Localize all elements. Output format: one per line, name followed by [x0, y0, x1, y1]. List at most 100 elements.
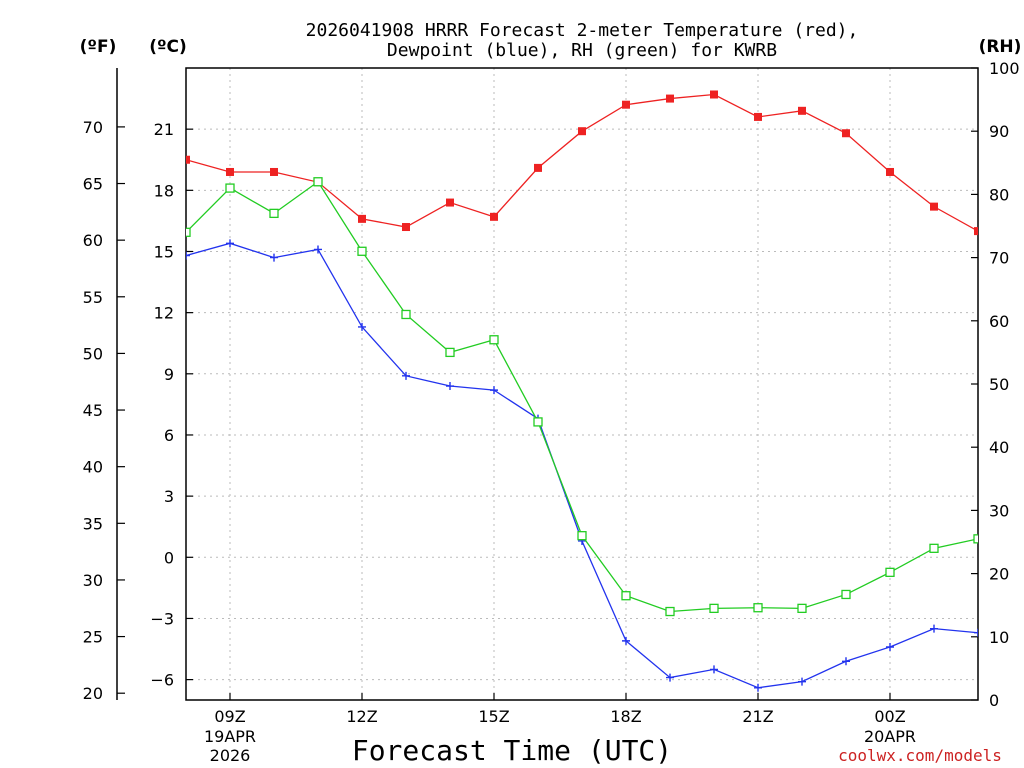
dewpoint-marker — [886, 642, 894, 651]
x-tick-label: 21Z — [742, 707, 773, 726]
fahrenheit-tick-label: 35 — [83, 514, 103, 533]
celsius-tick-label: 12 — [154, 304, 174, 323]
dewpoint-marker — [358, 322, 366, 331]
celsius-tick-label: 15 — [154, 242, 174, 261]
x-tick-label: 09Z — [214, 707, 245, 726]
celsius-tick-label: 0 — [164, 548, 174, 567]
rh-tick-label: 80 — [989, 185, 1009, 204]
x-tick-date: 19APR — [204, 727, 256, 746]
rh-unit-label: (RH) — [979, 37, 1022, 57]
temperature-marker — [358, 214, 366, 223]
x-tick-label: 18Z — [610, 707, 641, 726]
celsius-tick-label: 9 — [164, 365, 174, 384]
temperature-marker — [446, 198, 454, 207]
x-tick-date: 20APR — [864, 727, 916, 746]
celsius-tick-label: 18 — [154, 181, 174, 200]
celsius-tick-label: 21 — [154, 120, 174, 139]
series-clip-group — [186, 90, 978, 692]
chart-title-line2: Dewpoint (blue), RH (green) for KWRB — [387, 40, 777, 61]
dewpoint-marker — [754, 683, 762, 692]
temperature-marker — [270, 167, 278, 176]
x-tick-label: 00Z — [874, 707, 905, 726]
temperature-marker — [226, 167, 234, 176]
temperature-marker — [622, 100, 630, 109]
rh-marker — [357, 246, 367, 256]
x-tick-label: 15Z — [478, 707, 509, 726]
rh-marker — [186, 227, 191, 237]
dewpoint-marker — [402, 371, 410, 380]
rh-marker — [489, 335, 499, 345]
x-tick-year: 2026 — [210, 746, 251, 765]
rh-marker — [709, 603, 719, 614]
rh-marker — [665, 606, 675, 617]
dewpoint-marker — [270, 253, 278, 262]
dewpoint-marker — [710, 665, 718, 674]
temperature-marker — [710, 90, 718, 99]
data-series — [186, 90, 978, 692]
rh-marker — [841, 589, 851, 600]
rh-marker — [401, 309, 411, 320]
dewpoint-marker — [798, 677, 806, 686]
rh-marker — [577, 531, 587, 541]
chart-title-line1: 2026041908 HRRR Forecast 2-meter Tempera… — [306, 20, 859, 41]
dewpoint-marker — [842, 657, 850, 666]
fahrenheit-tick-label: 25 — [83, 628, 103, 647]
rh-marker — [929, 543, 939, 553]
dewpoint-marker — [314, 245, 322, 254]
fahrenheit-unit-label: (ºF) — [80, 37, 117, 57]
dewpoint-marker — [226, 239, 234, 248]
rh-marker — [885, 567, 895, 577]
x-tick-label: 12Z — [346, 707, 377, 726]
rh-marker — [269, 208, 279, 219]
x-axis-title: Forecast Time (UTC) — [352, 734, 672, 767]
temperature-marker — [842, 129, 850, 138]
rh-tick-label: 60 — [989, 312, 1009, 331]
celsius-tick-label: −6 — [150, 671, 174, 690]
fahrenheit-tick-label: 55 — [83, 288, 103, 307]
dewpoint-marker — [930, 624, 938, 633]
fahrenheit-tick-label: 50 — [83, 344, 103, 363]
celsius-tick-label: 3 — [164, 487, 174, 506]
dewpoint-marker — [446, 382, 454, 391]
temperature-marker — [534, 163, 542, 172]
temperature-marker — [402, 223, 410, 232]
celsius-unit-label: (ºC) — [149, 37, 187, 57]
dewpoint-marker — [186, 251, 190, 260]
rh-tick-label: 70 — [989, 249, 1009, 268]
grid-lines — [186, 68, 978, 700]
rh-tick-label: 100 — [989, 59, 1020, 78]
rh-marker — [225, 183, 235, 193]
fahrenheit-tick-label: 40 — [83, 458, 103, 477]
rh-marker — [753, 603, 763, 613]
fahrenheit-tick-label: 30 — [83, 571, 103, 590]
rh-line — [186, 180, 978, 613]
rh-tick-label: 10 — [989, 628, 1009, 647]
temperature-marker — [974, 227, 978, 236]
temperature-marker — [930, 202, 938, 211]
temperature-marker — [754, 112, 762, 121]
rh-tick-label: 20 — [989, 565, 1009, 584]
rh-marker — [621, 591, 631, 601]
rh-marker — [445, 347, 455, 358]
temperature-marker — [578, 127, 586, 136]
temperature-marker — [798, 106, 806, 115]
fahrenheit-tick-label: 60 — [83, 231, 103, 250]
fahrenheit-tick-label: 45 — [83, 401, 103, 420]
rh-tick-label: 90 — [989, 122, 1009, 141]
rh-marker — [313, 177, 323, 187]
temperature-marker — [490, 212, 498, 221]
dewpoint-line — [186, 242, 978, 689]
rh-tick-label: 0 — [989, 691, 999, 710]
temperature-marker — [666, 94, 674, 103]
credit-text: coolwx.com/models — [838, 746, 1002, 765]
temperature-marker — [186, 155, 190, 164]
rh-marker — [533, 417, 543, 427]
rh-tick-label: 40 — [989, 438, 1009, 457]
dewpoint-marker — [666, 673, 674, 682]
plot-frame — [185, 67, 979, 701]
temperature-marker — [886, 167, 894, 176]
rh-tick-label: 30 — [989, 501, 1009, 520]
fahrenheit-tick-label: 65 — [83, 175, 103, 194]
temperature-line — [186, 93, 978, 232]
